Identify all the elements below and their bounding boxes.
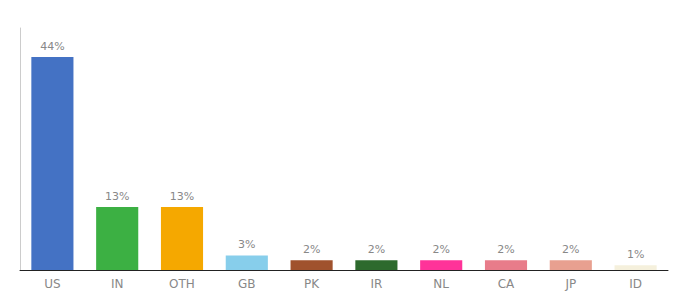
svg-text:44%: 44% [40, 40, 64, 53]
svg-text:2%: 2% [303, 243, 320, 256]
svg-text:ID: ID [629, 277, 642, 291]
svg-text:CA: CA [498, 277, 515, 291]
svg-text:2%: 2% [432, 243, 449, 256]
svg-text:NL: NL [433, 277, 449, 291]
svg-text:13%: 13% [105, 190, 129, 203]
svg-text:IR: IR [370, 277, 382, 291]
svg-text:US: US [44, 277, 60, 291]
svg-text:2%: 2% [368, 243, 385, 256]
svg-text:PK: PK [304, 277, 320, 291]
svg-text:OTH: OTH [169, 277, 195, 291]
svg-text:3%: 3% [238, 238, 255, 251]
svg-text:GB: GB [238, 277, 256, 291]
svg-text:2%: 2% [562, 243, 579, 256]
svg-text:13%: 13% [170, 190, 194, 203]
svg-text:2%: 2% [497, 243, 514, 256]
svg-text:IN: IN [111, 277, 124, 291]
svg-text:JP: JP [564, 277, 576, 291]
svg-text:1%: 1% [627, 248, 644, 261]
